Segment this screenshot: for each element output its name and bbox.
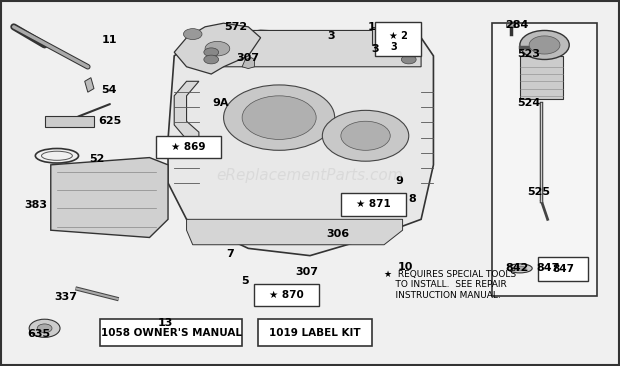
Circle shape: [204, 48, 219, 57]
Text: eReplacementParts.com: eReplacementParts.com: [216, 168, 404, 183]
Text: 523: 523: [518, 49, 541, 59]
Text: 625: 625: [98, 116, 121, 126]
Text: 842: 842: [505, 264, 528, 273]
Text: 1: 1: [368, 22, 376, 32]
Circle shape: [29, 319, 60, 337]
Circle shape: [184, 29, 202, 40]
Text: 635: 635: [27, 329, 50, 339]
Text: 1058 OWNER'S MANUAL: 1058 OWNER'S MANUAL: [100, 328, 242, 338]
Bar: [492, 23, 597, 296]
FancyBboxPatch shape: [341, 193, 405, 216]
Ellipse shape: [508, 264, 532, 273]
Polygon shape: [168, 30, 433, 255]
Circle shape: [37, 324, 52, 333]
Text: 524: 524: [518, 98, 541, 108]
Text: 11: 11: [102, 34, 117, 45]
Bar: [520, 56, 563, 100]
Text: 307: 307: [295, 267, 319, 277]
Circle shape: [242, 96, 316, 139]
Polygon shape: [187, 219, 402, 245]
Text: 54: 54: [102, 85, 117, 96]
Circle shape: [401, 48, 416, 57]
Circle shape: [341, 121, 390, 150]
Text: 3: 3: [390, 42, 397, 52]
FancyBboxPatch shape: [257, 319, 372, 347]
Text: 9: 9: [396, 176, 404, 186]
Text: ★  REQUIRES SPECIAL TOOLS
    TO INSTALL.  SEE REPAIR
    INSTRUCTION MANUAL.: ★ REQUIRES SPECIAL TOOLS TO INSTALL. SEE…: [384, 270, 516, 300]
Text: 10: 10: [398, 262, 414, 272]
Text: 5: 5: [241, 276, 249, 286]
Text: 3: 3: [371, 44, 379, 53]
Text: ★ 870: ★ 870: [270, 290, 304, 300]
Text: 9A: 9A: [212, 98, 229, 108]
Ellipse shape: [514, 266, 526, 270]
Text: ★ 2: ★ 2: [389, 31, 408, 41]
Text: 847: 847: [552, 265, 574, 274]
FancyBboxPatch shape: [375, 22, 421, 56]
Text: 284: 284: [505, 20, 528, 30]
Polygon shape: [199, 30, 421, 67]
Text: 525: 525: [527, 187, 550, 197]
Text: 847: 847: [536, 264, 559, 273]
Text: 306: 306: [326, 229, 349, 239]
Circle shape: [322, 111, 409, 161]
FancyBboxPatch shape: [100, 319, 242, 347]
Text: 383: 383: [24, 200, 47, 210]
Circle shape: [520, 30, 569, 60]
Circle shape: [204, 55, 219, 64]
Text: 52: 52: [89, 154, 105, 164]
Polygon shape: [51, 158, 168, 238]
Polygon shape: [174, 81, 199, 139]
Polygon shape: [174, 23, 260, 74]
Circle shape: [224, 85, 335, 150]
Text: 8: 8: [408, 194, 416, 204]
Text: 572: 572: [224, 22, 247, 32]
Text: 7: 7: [226, 249, 234, 259]
Circle shape: [205, 41, 230, 56]
Text: ★ 869: ★ 869: [171, 142, 205, 152]
Text: 1019 LABEL KIT: 1019 LABEL KIT: [269, 328, 360, 338]
FancyBboxPatch shape: [156, 136, 221, 158]
Circle shape: [401, 55, 416, 64]
Polygon shape: [242, 58, 254, 68]
FancyBboxPatch shape: [538, 257, 588, 281]
Text: 13: 13: [157, 318, 172, 328]
Polygon shape: [372, 27, 421, 45]
Polygon shape: [85, 78, 94, 92]
Text: 337: 337: [55, 292, 78, 302]
Text: ★ 871: ★ 871: [356, 199, 391, 209]
Text: 3: 3: [328, 31, 335, 41]
Bar: [45, 116, 94, 127]
Bar: [507, 23, 515, 27]
FancyBboxPatch shape: [254, 284, 319, 306]
Text: 307: 307: [237, 53, 260, 63]
Circle shape: [529, 36, 560, 54]
